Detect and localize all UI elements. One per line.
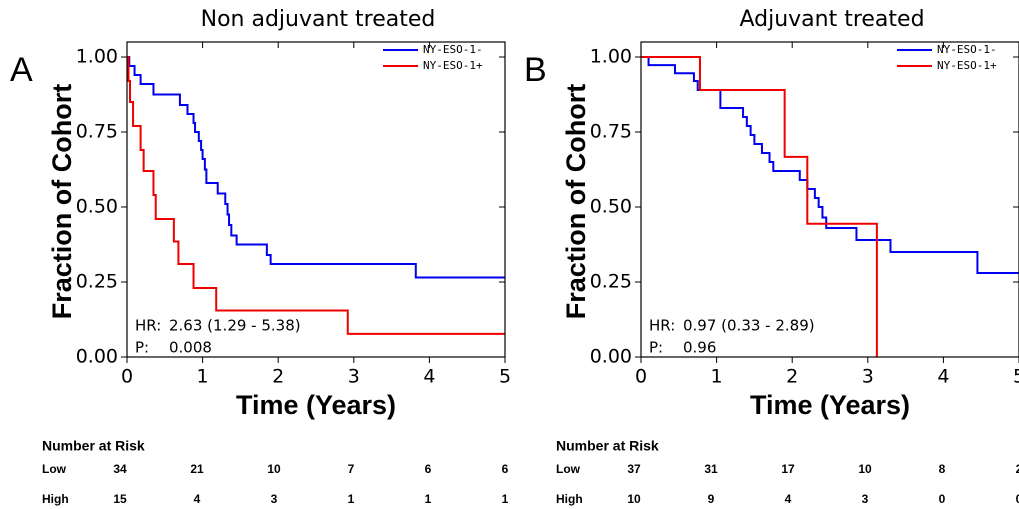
risk-count: 34 — [113, 462, 127, 476]
risk-count: 0 — [939, 492, 946, 506]
risk-count: 4 — [785, 492, 792, 506]
annotation-text: 0.96 — [683, 339, 716, 357]
annotation-text: 2.63 (1.29 - 5.38) — [169, 317, 301, 335]
x-tick-label: 4 — [937, 366, 949, 388]
risk-count: 7 — [348, 462, 355, 476]
chart-title: Non adjuvant treated — [201, 7, 436, 32]
x-tick-label: 3 — [862, 366, 874, 388]
risk-count: 3 — [271, 492, 278, 506]
risk-count: 6 — [425, 462, 432, 476]
risk-row-label: Low — [42, 462, 67, 476]
annotation-text: 0.97 (0.33 - 2.89) — [683, 317, 815, 335]
survival-curve — [127, 56, 505, 279]
y-tick-label: 0.75 — [590, 121, 632, 143]
legend-label: NY-ESO-1+ — [937, 59, 997, 72]
risk-title: Number at Risk — [556, 438, 659, 454]
risk-row-label: Low — [556, 462, 581, 476]
x-tick-label: 1 — [197, 366, 209, 388]
risk-row-label: High — [42, 492, 69, 506]
x-tick-label: 0 — [121, 366, 133, 388]
risk-count: 8 — [939, 462, 946, 476]
risk-count: 15 — [113, 492, 127, 506]
panel: B Adjuvant treated Fraction of Cohort Time … — [524, 7, 1019, 506]
x-tick-label: 4 — [423, 366, 435, 388]
chart-title: Adjuvant treated — [739, 7, 924, 32]
annotation-key: HR: — [649, 317, 675, 335]
panel-letter: A — [10, 51, 33, 89]
annotation-key: HR: — [135, 317, 161, 335]
x-tick-label: 3 — [348, 366, 360, 388]
legend-label: NY-ESO-1- — [937, 43, 997, 56]
y-tick-label: 0.50 — [590, 196, 632, 218]
y-tick-label: 0.25 — [76, 271, 118, 293]
legend-label: NY-ESO-1+ — [423, 59, 483, 72]
risk-count: 3 — [862, 492, 869, 506]
risk-row-label: High — [556, 492, 583, 506]
risk-count: 21 — [190, 462, 204, 476]
y-tick-label: 0.25 — [590, 271, 632, 293]
y-tick-label: 0.75 — [76, 121, 118, 143]
y-tick-label: 0.00 — [76, 346, 118, 368]
panel-letter: B — [524, 51, 547, 89]
x-tick-label: 2 — [272, 366, 284, 388]
x-tick-label: 2 — [786, 366, 798, 388]
y-axis-label: Fraction of Cohort — [47, 84, 77, 319]
x-axis-label: Time (Years) — [750, 390, 910, 420]
risk-count: 0 — [1016, 492, 1019, 506]
survival-curve — [127, 56, 505, 335]
y-tick-label: 1.00 — [76, 46, 118, 68]
risk-count: 37 — [627, 462, 641, 476]
risk-count: 10 — [627, 492, 641, 506]
risk-count: 2 — [1016, 462, 1019, 476]
x-tick-label: 1 — [711, 366, 723, 388]
x-tick-label: 5 — [499, 366, 511, 388]
risk-count: 10 — [267, 462, 281, 476]
survival-curve — [641, 56, 878, 357]
panel: A Non adjuvant treated Fraction of Cohort T… — [10, 7, 511, 506]
x-axis-label: Time (Years) — [236, 390, 396, 420]
y-tick-label: 0.50 — [76, 196, 118, 218]
risk-count: 17 — [781, 462, 795, 476]
risk-count: 1 — [348, 492, 355, 506]
legend-label: NY-ESO-1- — [423, 43, 483, 56]
risk-title: Number at Risk — [42, 438, 145, 454]
y-axis-label: Fraction of Cohort — [561, 84, 591, 319]
survival-curve — [641, 56, 1019, 274]
risk-count: 6 — [502, 462, 509, 476]
annotation-key: P: — [649, 339, 663, 357]
risk-count: 4 — [194, 492, 201, 506]
plot-frame — [126, 41, 506, 358]
annotation-key: P: — [135, 339, 149, 357]
risk-count: 31 — [704, 462, 718, 476]
annotation-text: 0.008 — [169, 339, 212, 357]
x-tick-label: 0 — [635, 366, 647, 388]
risk-count: 10 — [858, 462, 872, 476]
risk-count: 9 — [708, 492, 715, 506]
x-tick-label: 5 — [1013, 366, 1019, 388]
y-tick-label: 0.00 — [590, 346, 632, 368]
risk-count: 1 — [425, 492, 432, 506]
y-tick-label: 1.00 — [590, 46, 632, 68]
risk-count: 1 — [502, 492, 509, 506]
plot-frame — [640, 41, 1019, 358]
